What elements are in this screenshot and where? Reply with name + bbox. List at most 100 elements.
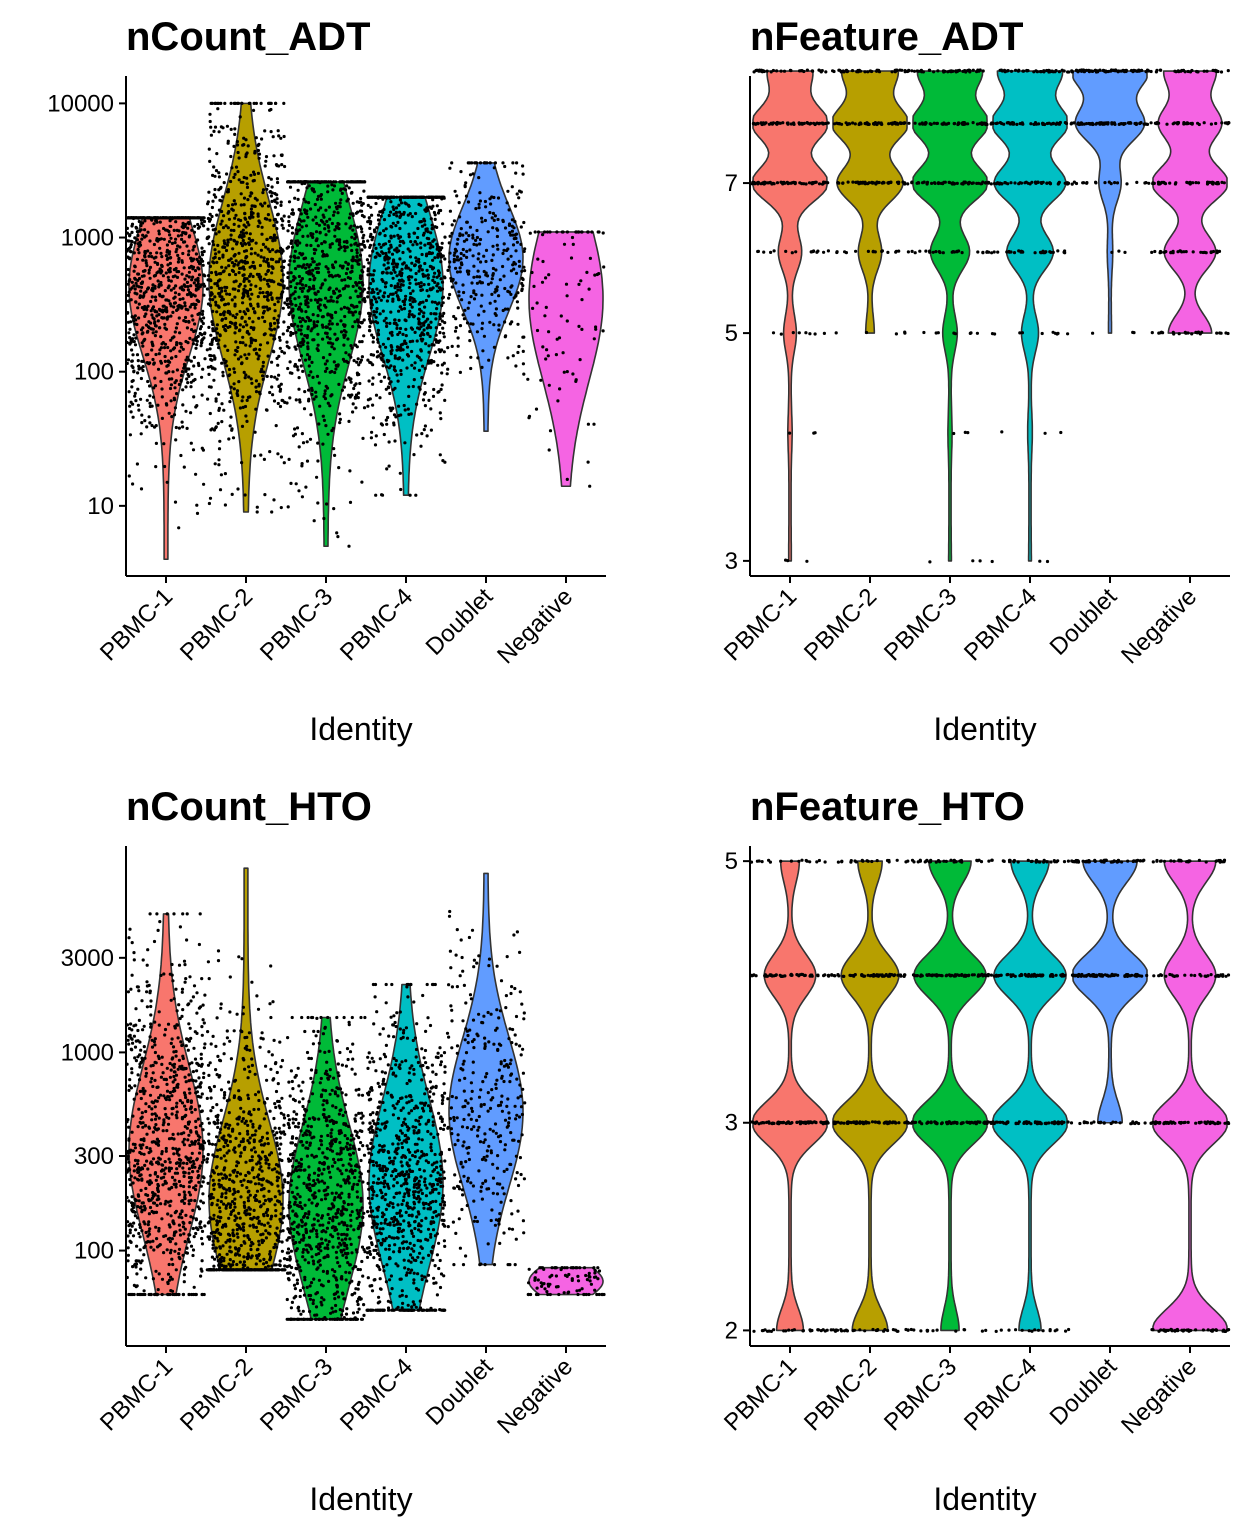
data-point [379, 298, 383, 302]
data-point [407, 232, 411, 236]
data-point [305, 180, 309, 184]
data-point [439, 253, 443, 257]
data-point [266, 298, 270, 302]
data-point [419, 281, 423, 285]
data-point [482, 254, 486, 258]
data-point [266, 213, 270, 217]
data-point [811, 181, 815, 185]
data-point [311, 188, 315, 192]
data-point [241, 296, 245, 300]
data-point [279, 203, 283, 207]
data-point [154, 424, 158, 428]
data-point [928, 249, 932, 253]
data-point [331, 299, 335, 303]
data-point [157, 285, 161, 289]
data-point [410, 215, 414, 219]
data-point [176, 304, 180, 308]
data-point [296, 222, 300, 226]
data-point [301, 441, 306, 445]
data-point [207, 219, 212, 223]
data-point [227, 367, 232, 372]
data-point [358, 311, 362, 316]
data-point [469, 366, 473, 371]
data-point [142, 216, 146, 220]
data-point [844, 121, 848, 125]
data-point [357, 372, 361, 377]
data-point [320, 323, 324, 327]
data-point [389, 271, 393, 275]
data-point [228, 325, 232, 329]
data-point [375, 350, 380, 354]
data-point [286, 366, 290, 371]
data-point [453, 247, 457, 251]
data-point [269, 177, 273, 181]
data-point [167, 370, 171, 374]
data-point [314, 215, 318, 219]
data-point [415, 242, 419, 246]
data-point [138, 295, 142, 300]
data-point [148, 265, 153, 269]
data-point [431, 198, 435, 202]
data-point [299, 364, 303, 368]
data-point [421, 364, 425, 368]
data-point [266, 204, 271, 208]
data-point [235, 312, 239, 316]
data-point [256, 148, 260, 153]
data-point [457, 294, 461, 298]
data-point [472, 264, 476, 268]
data-point [184, 358, 188, 362]
data-point [300, 324, 304, 328]
data-point [312, 260, 316, 264]
data-point [403, 195, 407, 199]
data-point [392, 413, 397, 417]
data-point [185, 326, 189, 330]
data-point [243, 261, 248, 265]
data-point [287, 223, 291, 227]
data-point [450, 223, 454, 227]
data-point [432, 312, 436, 316]
data-point [259, 248, 263, 252]
data-point [359, 287, 363, 291]
data-point [350, 264, 354, 268]
data-point [181, 251, 185, 256]
data-point [430, 227, 434, 231]
data-point [453, 189, 457, 193]
data-point [493, 161, 497, 165]
data-point [196, 361, 200, 365]
data-point [358, 340, 362, 344]
data-point [245, 419, 249, 423]
data-point [474, 207, 478, 211]
data-point [458, 232, 462, 236]
data-point [140, 280, 145, 284]
data-point [471, 172, 475, 176]
data-point [280, 153, 284, 158]
data-point [407, 385, 411, 389]
data-point [337, 466, 341, 470]
data-point [174, 326, 178, 330]
data-point [353, 232, 357, 236]
data-point [588, 256, 593, 260]
data-point [307, 285, 311, 289]
data-point [442, 335, 446, 339]
data-point [270, 185, 274, 189]
data-point [948, 69, 952, 73]
data-point [360, 355, 364, 359]
data-point [158, 293, 162, 297]
data-point [194, 252, 198, 256]
data-point [139, 487, 144, 491]
data-point [996, 250, 1000, 254]
data-point [316, 459, 320, 463]
data-point [480, 216, 484, 220]
data-point [207, 274, 211, 278]
data-point [177, 382, 181, 387]
data-point [438, 411, 442, 415]
data-point [393, 356, 397, 360]
data-point [269, 130, 273, 134]
data-point [246, 144, 250, 148]
data-point [249, 207, 253, 211]
data-point [270, 510, 274, 514]
data-point [174, 438, 178, 442]
data-point [191, 275, 195, 279]
data-point [452, 260, 456, 264]
data-point [282, 320, 286, 324]
